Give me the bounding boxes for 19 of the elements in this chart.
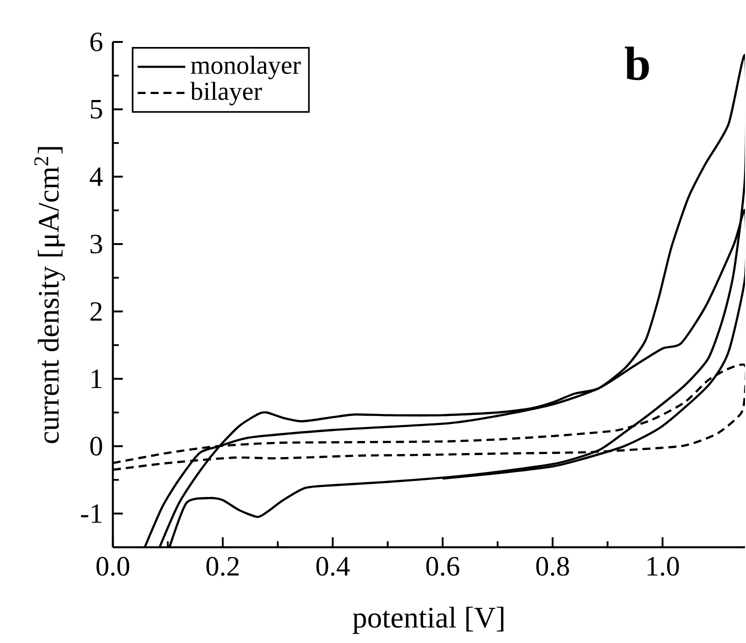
x-tick-label: 0.2 — [206, 556, 239, 576]
x-tick-label: 0.6 — [426, 556, 460, 576]
y-tick-label: -1 — [80, 504, 102, 523]
y-tick-label: 6 — [90, 32, 102, 52]
y-axis-title: current density [μA/cm$^{2}$] — [34, 147, 65, 444]
legend-label: bilayer — [190, 82, 262, 106]
x-axis-title: potential [V] — [352, 606, 504, 634]
y-tick-label: 4 — [90, 167, 103, 186]
y-tick-label: 1 — [92, 370, 102, 388]
y-tick-label: 5 — [90, 100, 102, 119]
annotation: b — [624, 46, 649, 80]
x-tick-label: 0.4 — [316, 556, 350, 576]
y-tick-label: 2 — [90, 302, 102, 321]
y-tick-label: 3 — [90, 234, 102, 254]
legend-label: monolayer — [190, 56, 301, 80]
x-tick-label: 0.8 — [536, 556, 569, 576]
x-tick-label: 0.0 — [96, 556, 130, 576]
x-tick-label: 1.0 — [648, 556, 679, 576]
y-tick-label: 0 — [90, 436, 102, 456]
